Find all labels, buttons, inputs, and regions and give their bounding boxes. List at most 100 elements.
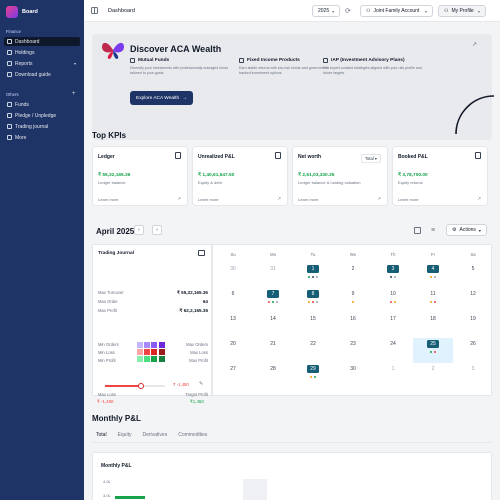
nav-item-icon — [7, 135, 12, 140]
calendar-day[interactable]: 31 — [253, 263, 293, 288]
calendar-day[interactable]: 27 — [213, 363, 253, 388]
learn-more-link[interactable]: Learn more — [298, 197, 319, 202]
calendar-day[interactable]: 17 — [373, 313, 413, 338]
calendar-day[interactable]: 18 — [413, 313, 453, 338]
sidebar-item-more[interactable]: More — [4, 133, 80, 142]
wealth-banner: Discover ACA Wealth ↗ Mutual Funds Diver… — [92, 34, 495, 140]
sidebar-item-pledge-unpledge[interactable]: Pledge / Unpledge — [4, 111, 80, 120]
target-profit-label: Target Profit — [185, 392, 208, 397]
calendar-day[interactable]: 7 — [253, 288, 293, 313]
explore-wealth-button[interactable]: Explore ACA Wealth → — [130, 91, 193, 105]
heat-swatch — [137, 349, 143, 356]
calendar-day[interactable]: 25 — [413, 338, 453, 363]
sidebar-item-download-guide[interactable]: Download guide — [4, 70, 80, 79]
calendar-day[interactable]: 15 — [293, 313, 333, 338]
sidebar-item-holdings[interactable]: Holdings — [4, 48, 80, 57]
calendar-day[interactable]: 14 — [253, 313, 293, 338]
calendar-day[interactable]: 30 — [333, 363, 373, 388]
calendar-day[interactable]: 9 — [333, 288, 373, 313]
year-value: 2025 — [318, 8, 330, 14]
actions-button[interactable]: ⚙ Actions ▾ — [446, 224, 487, 236]
calendar-day[interactable]: 28 — [253, 363, 293, 388]
nav-item-icon — [7, 72, 12, 77]
calendar-day[interactable]: 4 — [413, 263, 453, 288]
calendar-day[interactable]: 10 — [373, 288, 413, 313]
sidebar-item-label: More — [15, 134, 27, 141]
calendar-day[interactable]: 3 — [373, 263, 413, 288]
profile-menu[interactable]: ⚇ My Profile ▾ — [438, 5, 486, 17]
heat-swatch — [158, 356, 165, 363]
calendar-day[interactable]: 5 — [453, 263, 493, 288]
nav-item-icon — [7, 124, 12, 129]
sidebar-item-funds[interactable]: Funds — [4, 100, 80, 109]
learn-more-link[interactable]: Learn more — [198, 197, 219, 202]
next-month-button[interactable]: › — [152, 225, 162, 235]
learn-more-link[interactable]: Learn more — [98, 197, 119, 202]
calendar-day[interactable]: 3 — [453, 363, 493, 388]
day-number: 30 — [350, 366, 356, 372]
calendar-day[interactable]: 2 — [333, 263, 373, 288]
calendar-day[interactable]: 13 — [213, 313, 253, 338]
trade-dots — [413, 301, 453, 304]
arrow-up-right-icon[interactable]: ↗ — [177, 196, 181, 201]
kpi-subtitle: Equity returns — [398, 180, 423, 185]
calendar-day[interactable]: 26 — [453, 338, 493, 363]
calendar-day[interactable]: 12 — [453, 288, 493, 313]
year-select[interactable]: 2025 ▾ — [312, 5, 340, 17]
trade-dots — [413, 276, 453, 279]
arrow-up-right-icon[interactable]: ↗ — [377, 196, 381, 201]
day-number: 12 — [470, 291, 476, 297]
journal-book-icon[interactable] — [198, 250, 205, 256]
day-number: 1 — [307, 265, 319, 273]
calendar-day[interactable]: 1 — [293, 263, 333, 288]
tab-equity[interactable]: Equity — [117, 432, 132, 438]
heat-right-label: Max Profit — [189, 358, 208, 363]
user-icon: ⚇ — [366, 8, 371, 14]
day-number: 4 — [427, 265, 439, 273]
slider-handle[interactable] — [138, 382, 144, 389]
prev-month-button[interactable]: ‹ — [134, 225, 144, 235]
calendar-day[interactable]: 21 — [253, 338, 293, 363]
calendar-day[interactable]: 22 — [293, 338, 333, 363]
calendar-day[interactable]: 24 — [373, 338, 413, 363]
sidebar-item-trading-journal[interactable]: Trading journal — [4, 122, 80, 131]
calendar-day[interactable]: 11 — [413, 288, 453, 313]
chart-bar[interactable] — [115, 496, 145, 499]
list-icon[interactable]: ≡ — [431, 227, 436, 234]
calendar-day[interactable]: 19 — [453, 313, 493, 338]
add-icon[interactable]: + — [72, 91, 76, 97]
calendar-day[interactable]: 2 — [413, 363, 453, 388]
calendar-icon[interactable] — [414, 227, 421, 234]
calendar-day[interactable]: 29 — [293, 363, 333, 388]
calendar-day[interactable]: 23 — [333, 338, 373, 363]
calendar-day[interactable]: 6 — [213, 288, 253, 313]
calendar-day[interactable]: 16 — [333, 313, 373, 338]
arrow-up-right-icon[interactable]: ↗ — [477, 196, 481, 201]
tab-derivatives[interactable]: Derivatives — [142, 432, 168, 438]
brand-logo[interactable]: Board — [6, 6, 38, 18]
networth-select[interactable]: Total ▾ — [360, 154, 381, 163]
learn-more-link[interactable]: Learn more — [398, 197, 419, 202]
arrow-up-right-icon[interactable]: ↗ — [277, 196, 281, 201]
external-link-icon[interactable]: ↗ — [472, 42, 478, 48]
kpi-title: Booked P&L — [398, 154, 428, 160]
sidebar-item-label: Download guide — [15, 71, 51, 78]
trade-dots — [253, 301, 293, 304]
calendar-day[interactable]: 1 — [373, 363, 413, 388]
sidebar-toggle-icon[interactable] — [91, 7, 98, 14]
loss-slider[interactable] — [105, 382, 165, 389]
actions-label: Actions — [459, 227, 476, 233]
refresh-icon[interactable]: ⟳ — [345, 8, 351, 15]
account-select[interactable]: ⚇ Joint Family Account ▾ — [360, 5, 433, 17]
sidebar-item-dashboard[interactable]: Dashboard — [4, 37, 80, 46]
calendar-day[interactable]: 30 — [213, 263, 253, 288]
calendar-day[interactable]: 20 — [213, 338, 253, 363]
tab-commodities[interactable]: Commodities — [178, 432, 208, 438]
kpi-subtitle: Ledger balance & holding valuation — [298, 180, 361, 185]
sidebar-item-reports[interactable]: Reports ▾ — [4, 59, 80, 68]
edit-icon[interactable]: ✎ — [199, 381, 204, 387]
decorative-arc-icon — [455, 95, 495, 135]
calendar-day[interactable]: 8 — [293, 288, 333, 313]
nav-item-icon — [7, 113, 12, 118]
explore-label: Explore ACA Wealth — [136, 95, 180, 101]
